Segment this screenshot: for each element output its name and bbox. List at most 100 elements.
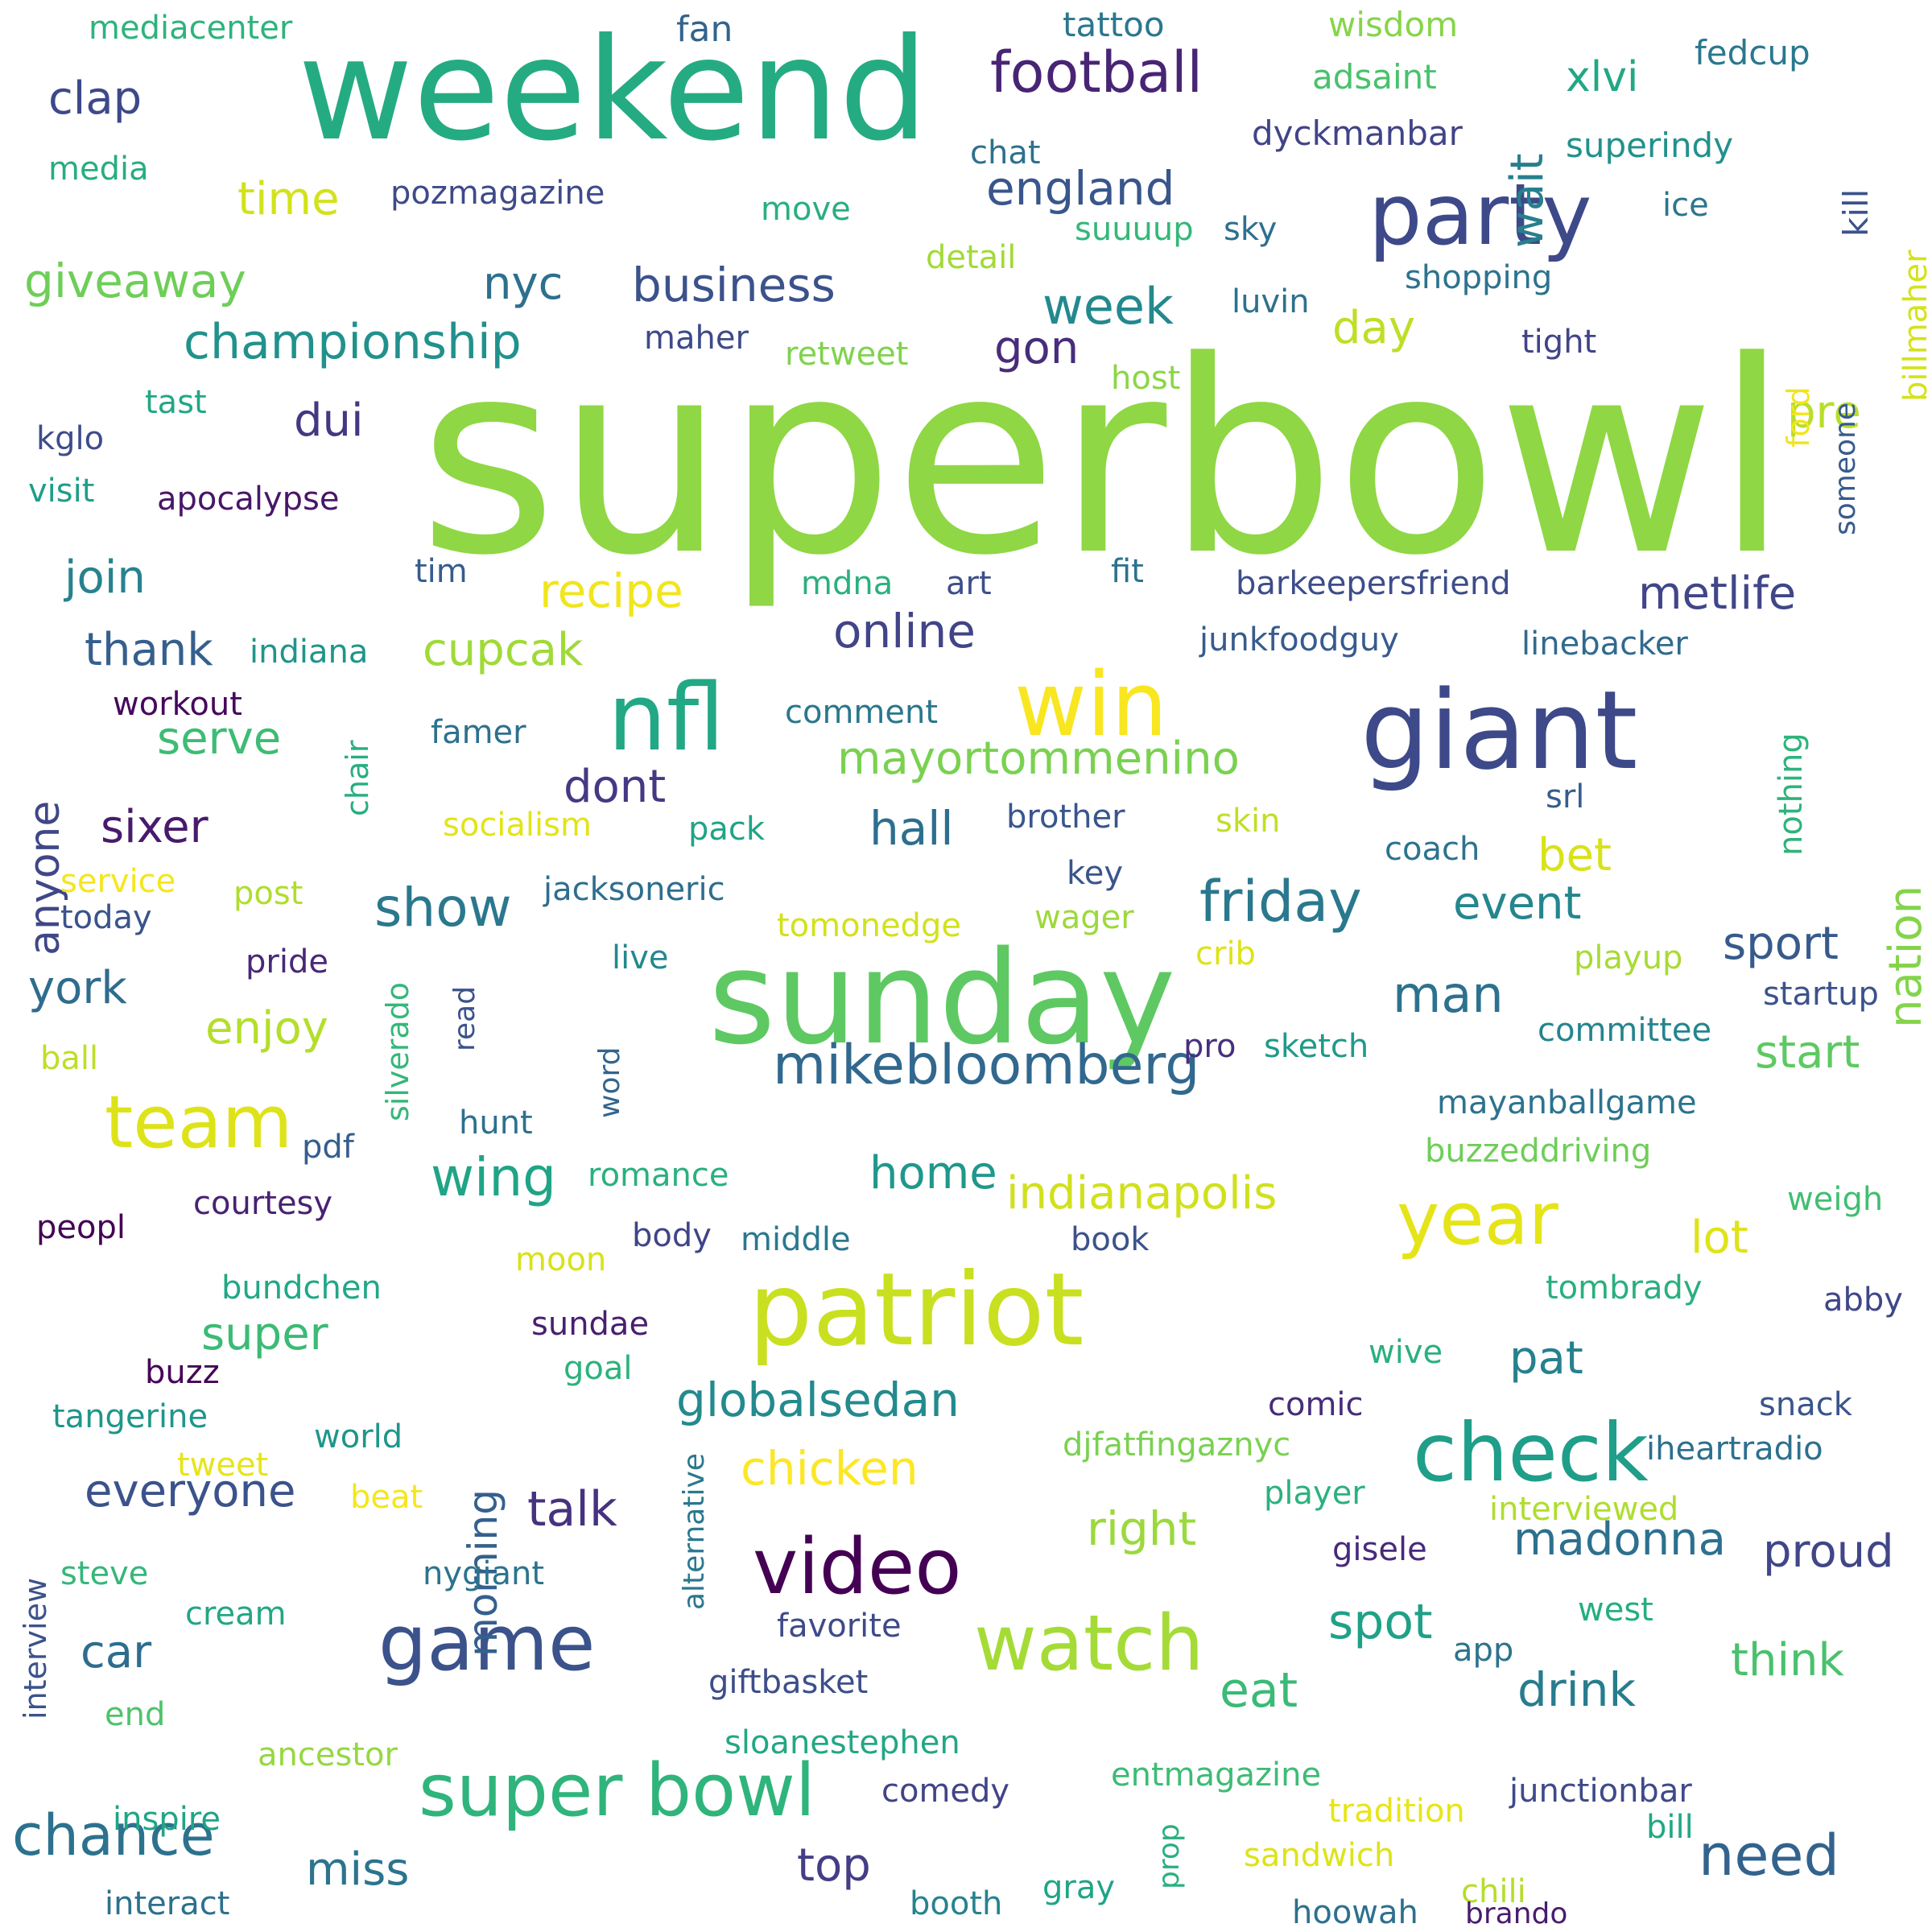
word-sandwich: sandwich (1244, 1837, 1395, 1874)
word-djfatfingaznyc: djfatfingaznyc (1063, 1426, 1291, 1463)
word-game: game (378, 1600, 596, 1688)
word-brother: brother (1006, 799, 1125, 836)
word-gon: gon (994, 322, 1080, 374)
word-skin: skin (1216, 803, 1281, 840)
word-moon: moon (515, 1241, 607, 1278)
word-pat: pat (1509, 1332, 1583, 1385)
word-art: art (946, 565, 992, 602)
word-brando: brando (1465, 1897, 1568, 1930)
word-championship: championship (184, 314, 522, 370)
word-alternative: alternative (678, 1453, 711, 1610)
word-apocalypse: apocalypse (157, 481, 340, 518)
word-sixer: sixer (101, 801, 208, 853)
word-west: west (1578, 1591, 1653, 1629)
word-cream: cream (185, 1596, 287, 1633)
word-end: end (105, 1696, 166, 1733)
word-dui: dui (294, 394, 364, 447)
word-lot: lot (1690, 1212, 1748, 1264)
word-junkfoodguy: junkfoodguy (1199, 621, 1399, 658)
word-prop: prop (1153, 1823, 1186, 1889)
word-chance: chance (12, 1802, 215, 1868)
word-indiana: indiana (250, 634, 369, 671)
word-comment: comment (785, 694, 939, 731)
word-famer: famer (431, 714, 526, 751)
word-pdf: pdf (302, 1129, 354, 1166)
word-think: think (1731, 1634, 1844, 1686)
word-world: world (314, 1418, 403, 1455)
word-online: online (833, 604, 976, 658)
word-sport: sport (1723, 918, 1839, 970)
word-drink: drink (1517, 1662, 1637, 1717)
word-sketch: sketch (1264, 1028, 1369, 1065)
word-pro: pro (1183, 1028, 1236, 1065)
word-pack: pack (688, 811, 766, 848)
word-ford: ford (1781, 386, 1816, 448)
word-hoowah: hoowah (1292, 1894, 1418, 1931)
word-enjoy: enjoy (205, 1002, 328, 1055)
word-indianapolis: indianapolis (1006, 1167, 1278, 1220)
word-someone: someone (1829, 402, 1862, 535)
word-ice: ice (1662, 187, 1709, 224)
word-peopl: peopl (36, 1209, 126, 1246)
word-today: today (60, 899, 152, 936)
word-word: word (593, 1046, 626, 1119)
word-sunday: sunday (708, 923, 1176, 1073)
word-nygiant: nygiant (423, 1555, 545, 1592)
word-srl: srl (1546, 778, 1585, 815)
word-beat: beat (350, 1479, 423, 1516)
word-favorite: favorite (777, 1608, 902, 1645)
word-show: show (374, 877, 512, 939)
word-buzz: buzz (145, 1354, 220, 1391)
word-york: york (28, 962, 127, 1014)
word-barkeepersfriend: barkeepersfriend (1236, 565, 1511, 602)
word-tight: tight (1521, 324, 1597, 361)
word-patriot: patriot (749, 1252, 1084, 1368)
word-everyone: everyone (85, 1465, 296, 1517)
word-ball: ball (40, 1040, 99, 1077)
word-tombrady: tombrady (1546, 1269, 1703, 1307)
word-proud: proud (1763, 1525, 1894, 1578)
word-mediacenter: mediacenter (89, 10, 293, 47)
word-serve: serve (157, 712, 282, 765)
word-wing: wing (431, 1146, 557, 1208)
word-comic: comic (1268, 1386, 1364, 1423)
word-sky: sky (1224, 211, 1278, 248)
word-kill: kill (1836, 188, 1876, 237)
word-retweet: retweet (785, 336, 909, 373)
word-read: read (448, 985, 481, 1051)
word-mdna: mdna (801, 565, 894, 602)
word-start: start (1755, 1026, 1860, 1079)
word-mayortommenino: mayortommenino (837, 733, 1240, 785)
word-courtesy: courtesy (193, 1185, 333, 1222)
word-giveaway: giveaway (24, 254, 246, 308)
word-thank: thank (85, 624, 213, 676)
word-nothing: nothing (1773, 733, 1810, 856)
word-england: england (986, 161, 1175, 216)
word-fit: fit (1111, 553, 1144, 590)
word-mayanballgame: mayanballgame (1437, 1084, 1697, 1121)
word-event: event (1453, 877, 1582, 930)
word-dont: dont (564, 761, 667, 813)
word-body: body (632, 1217, 712, 1254)
word-suuuup: suuuup (1075, 211, 1194, 248)
word-silverado: silverado (380, 981, 415, 1121)
word-interviewed: interviewed (1489, 1491, 1679, 1528)
word-book: book (1071, 1221, 1150, 1258)
word-tomonedge: tomonedge (777, 907, 961, 944)
word-clap: clap (48, 72, 142, 125)
word-committee: committee (1538, 1012, 1712, 1049)
word-nfl: nfl (608, 664, 725, 772)
word-tradition: tradition (1328, 1793, 1465, 1830)
word-chair: chair (340, 740, 375, 816)
word-weigh: weigh (1787, 1181, 1884, 1218)
word-startup: startup (1763, 976, 1879, 1013)
word-entmagazine: entmagazine (1111, 1757, 1322, 1794)
word-jacksoneric: jacksoneric (543, 871, 725, 908)
word-bill: bill (1646, 1809, 1694, 1846)
word-dyckmanbar: dyckmanbar (1252, 114, 1463, 153)
word-interview: interview (18, 1577, 53, 1719)
word-week: week (1042, 277, 1174, 336)
word-interact: interact (105, 1885, 230, 1922)
word-watch: watch (974, 1600, 1204, 1688)
